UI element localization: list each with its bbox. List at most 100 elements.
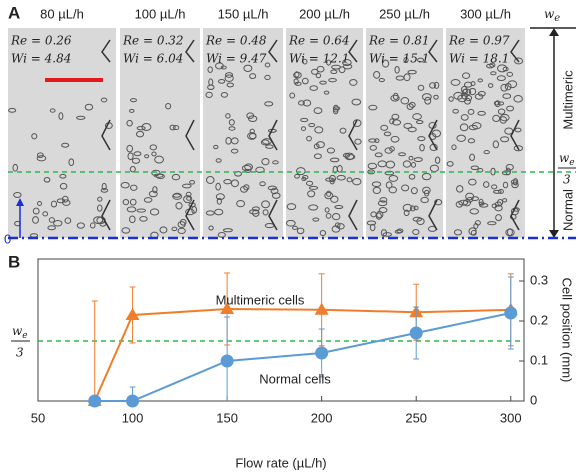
cell (500, 136, 510, 143)
cell (151, 151, 157, 157)
cell (446, 161, 454, 167)
marker (88, 394, 102, 408)
cell (392, 119, 402, 126)
cell (388, 186, 398, 194)
cell (332, 104, 339, 113)
cell (165, 103, 172, 110)
cell (374, 138, 380, 144)
cell (417, 136, 426, 142)
cell (385, 181, 393, 189)
cell (301, 176, 307, 182)
cell (230, 137, 239, 145)
cell (469, 208, 480, 215)
cell (126, 206, 137, 213)
flow-label: 250 µL/h (379, 6, 430, 21)
cell (207, 84, 215, 90)
panel-letter: A (8, 3, 20, 22)
cell (261, 157, 270, 166)
cell (419, 144, 425, 152)
cell (496, 75, 506, 81)
cell (408, 173, 416, 180)
cell (36, 155, 47, 162)
cell (154, 155, 164, 164)
cell (330, 69, 338, 75)
cell (260, 139, 270, 146)
cell (420, 196, 429, 204)
cell (375, 210, 384, 219)
cell (448, 96, 454, 102)
cell (141, 123, 152, 132)
marker (314, 302, 329, 315)
cell (349, 78, 358, 86)
cell (453, 229, 463, 236)
cell (354, 138, 362, 145)
cell (249, 128, 255, 134)
cell (379, 197, 388, 203)
cell (319, 229, 327, 237)
cell (400, 97, 410, 105)
cell (501, 170, 511, 176)
wi-label: Wi = 18.1 (449, 52, 509, 66)
re-label: Re = 0.81 (368, 34, 430, 48)
cell (461, 72, 471, 79)
cell (334, 205, 344, 210)
cell (477, 110, 486, 116)
cell (264, 62, 271, 68)
cell (13, 191, 22, 198)
cell (395, 75, 405, 81)
cell (368, 138, 377, 143)
cell (409, 205, 416, 212)
cell (367, 162, 378, 170)
cell (136, 208, 147, 213)
cell (408, 155, 414, 161)
cell (332, 165, 338, 174)
cell (228, 119, 235, 126)
cell (507, 228, 513, 237)
cell (177, 227, 186, 235)
cell (467, 108, 475, 115)
cell (312, 217, 320, 222)
cell (352, 119, 362, 127)
cell (285, 219, 296, 227)
cell (495, 214, 502, 222)
cell (213, 144, 219, 150)
marker (220, 302, 235, 314)
cell (58, 112, 64, 120)
series-line (93, 307, 511, 402)
cell (143, 197, 153, 203)
wi-label: Wi = 4.84 (11, 52, 71, 66)
cell (514, 57, 524, 65)
cell (423, 189, 430, 197)
cell (76, 115, 86, 120)
cell (478, 198, 484, 206)
cell (306, 135, 312, 142)
cell (186, 196, 192, 201)
cell (286, 203, 297, 211)
channel-edge (101, 39, 111, 231)
cell (479, 203, 489, 208)
reference-label: we (12, 324, 28, 341)
cell (342, 58, 352, 67)
cell (494, 100, 501, 108)
cell (497, 101, 505, 106)
cell (382, 232, 392, 237)
cell (461, 88, 472, 96)
cell (267, 185, 278, 191)
cell (380, 229, 388, 237)
cell (369, 144, 377, 151)
cell (43, 177, 51, 183)
cell (129, 98, 137, 103)
cell (434, 199, 443, 206)
cell (463, 81, 473, 88)
wi-label: Wi = 15.1 (369, 52, 429, 66)
y-tick-label: 0 (530, 392, 537, 407)
reference-symbol: w (12, 324, 23, 338)
cell (324, 191, 334, 200)
cell (241, 164, 252, 172)
cell (377, 200, 388, 207)
cell (468, 227, 477, 236)
cell (493, 101, 500, 106)
cell (129, 215, 136, 224)
re-label: Re = 0.64 (288, 34, 350, 48)
cell (492, 140, 500, 149)
